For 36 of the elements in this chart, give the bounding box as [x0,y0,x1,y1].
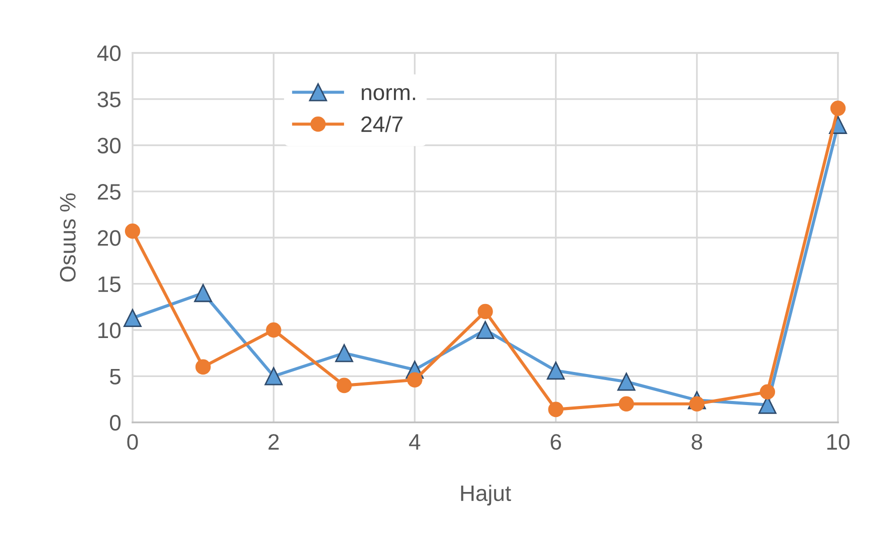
point [548,402,564,418]
x-axis-title: Hajut [461,484,512,506]
legend-label: norm. [362,88,416,100]
x-tick-label: 6 [550,434,562,450]
point [336,378,352,394]
y-tick-label: 0 [110,414,121,431]
y-tick-label: 20 [98,230,121,246]
point [264,367,283,386]
point [124,224,140,239]
point [476,320,494,340]
x-tick-label: 2 [268,434,279,450]
y-tick-label: 35 [98,92,121,108]
x-tick-label: 8 [692,434,702,450]
point [618,396,634,412]
y-axis-title: Osuus % [60,193,76,282]
x-tick-label: 10 [827,434,850,450]
y-tick-label: 25 [98,184,121,200]
point [760,384,776,400]
point [194,284,212,302]
point [195,359,211,375]
point [617,372,636,391]
y-tick-label: 5 [110,368,120,384]
point [478,304,493,320]
x-tick-label: 4 [409,434,420,450]
y-tick-label: 10 [98,322,121,338]
point [830,100,846,116]
point [124,308,142,328]
legend-label: 24/7 [361,116,402,132]
point [266,322,282,338]
point [407,372,422,388]
point [335,344,354,362]
y-tick-label: 40 [97,45,121,62]
y-tick-label: 15 [98,276,121,292]
x-tick-label: 0 [127,434,138,450]
y-tick-label: 30 [98,138,121,154]
point [546,362,565,380]
